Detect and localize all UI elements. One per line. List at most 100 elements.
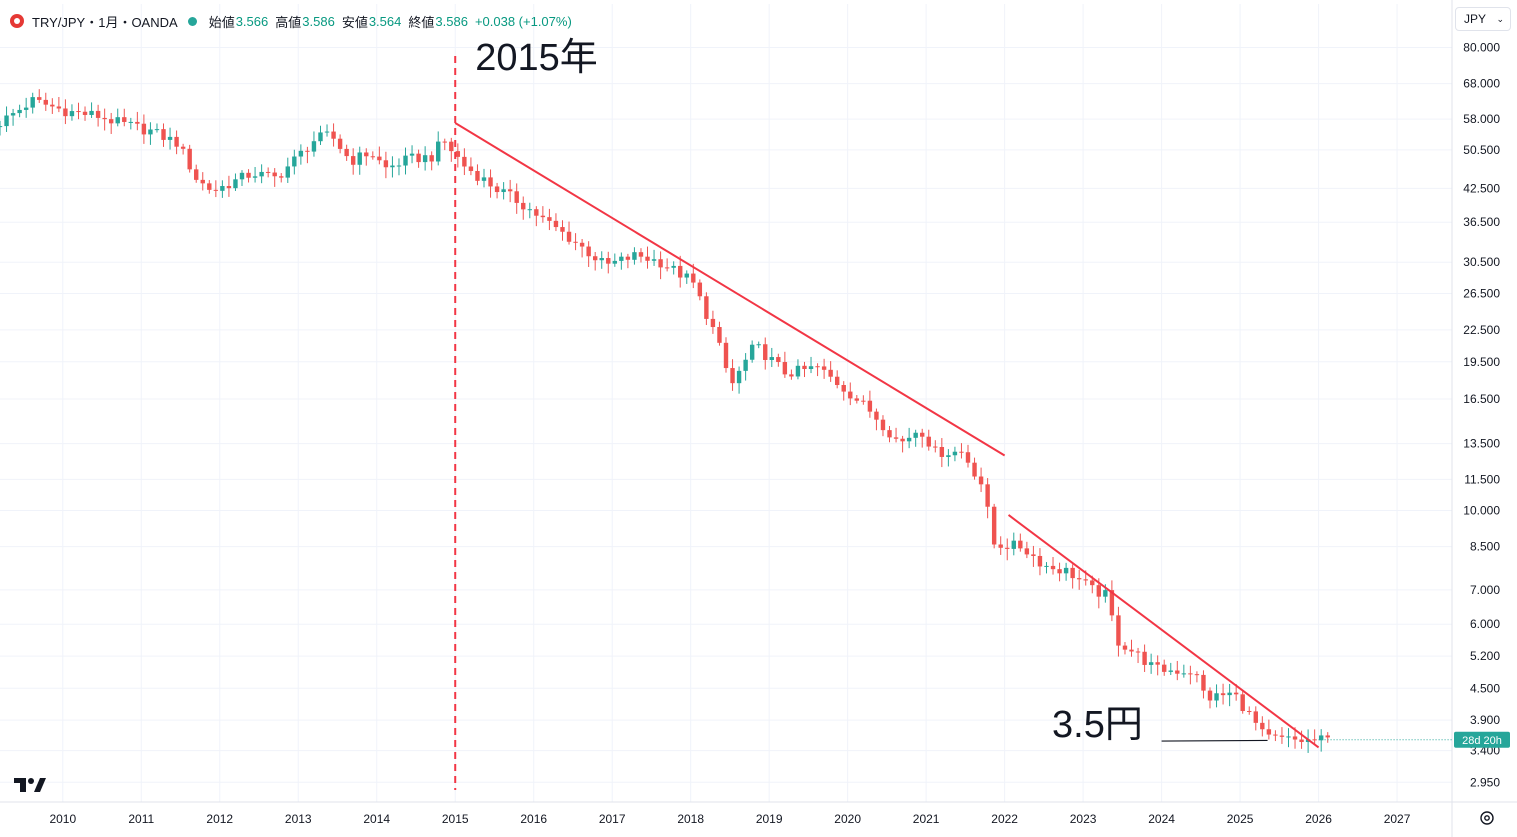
candle-body — [514, 191, 519, 203]
x-tick-label: 2019 — [756, 812, 783, 826]
year-annotation[interactable]: 2015年 — [475, 37, 598, 79]
candle-body — [540, 215, 546, 218]
candle-body — [619, 256, 624, 261]
candle-body — [1037, 555, 1043, 567]
candle-body — [259, 171, 264, 177]
candle-body — [89, 110, 94, 115]
candle-body — [1155, 662, 1160, 665]
symbol-title[interactable]: TRY/JPY・1月・OANDA — [32, 14, 178, 30]
candle-body — [959, 451, 964, 453]
settings-gear-icon[interactable] — [1478, 809, 1496, 827]
countdown-badge[interactable] — [1454, 731, 1510, 748]
candle-body — [56, 106, 62, 109]
candle-body — [1188, 673, 1193, 675]
candle-body — [926, 436, 931, 447]
candle-body — [1044, 565, 1049, 567]
price-annotation[interactable]: 3.5円 — [1052, 704, 1143, 746]
y-tick-label: 19.500 — [1463, 355, 1500, 369]
candle-body — [429, 155, 434, 162]
x-tick-label: 2015 — [442, 812, 469, 826]
currency-select-button[interactable]: JPY ⌄ — [1455, 7, 1511, 31]
x-tick-label: 2018 — [677, 812, 704, 826]
candle-body — [913, 432, 918, 438]
candle-body — [1162, 664, 1167, 672]
y-tick-label: 3.900 — [1470, 713, 1500, 727]
candle-body — [265, 171, 271, 173]
candle-body — [1076, 578, 1082, 580]
candle-body — [357, 152, 362, 165]
close-label: 終値 — [408, 14, 435, 30]
candle-body — [802, 365, 807, 370]
x-tick-label: 2012 — [206, 812, 233, 826]
candle-body — [573, 241, 578, 243]
candle-body — [1083, 579, 1088, 581]
candle-body — [383, 160, 389, 168]
candle-body — [1011, 540, 1016, 549]
candle-body — [933, 446, 938, 448]
candle-body — [1142, 651, 1147, 665]
candle-body — [82, 111, 88, 115]
candle-body — [1227, 692, 1232, 696]
candle-body — [161, 129, 166, 140]
candle-body — [69, 111, 75, 117]
candle-body — [756, 344, 761, 346]
y-tick-label: 58.000 — [1463, 112, 1500, 126]
candle-body — [952, 451, 958, 456]
candle-body — [324, 131, 330, 133]
tradingview-logo-icon[interactable] — [14, 776, 46, 794]
x-tick-label: 2025 — [1227, 812, 1254, 826]
candle-body — [684, 273, 689, 278]
candle-body — [920, 432, 925, 437]
candle-body — [678, 265, 683, 278]
y-tick-label: 5.200 — [1470, 649, 1500, 663]
countdown-label: 28d 20h — [1462, 735, 1502, 747]
candle-body — [239, 172, 245, 180]
candle-body — [344, 148, 349, 157]
x-tick-label: 2026 — [1305, 812, 1332, 826]
candle-body — [409, 153, 415, 156]
candle-body — [592, 256, 598, 261]
currency-label: JPY — [1464, 12, 1487, 26]
candle-body — [1024, 548, 1030, 555]
candle-body — [1220, 693, 1226, 696]
trendline-2022-2026[interactable] — [1007, 514, 1320, 749]
candle-body — [998, 544, 1003, 548]
candle-body — [337, 138, 343, 149]
candle-body — [488, 177, 493, 187]
x-tick-label: 2024 — [1148, 812, 1175, 826]
close-value: 3.586 — [435, 13, 468, 29]
candle-body — [37, 97, 42, 100]
candle-body — [1116, 615, 1121, 646]
candle-body — [279, 176, 284, 178]
candle-body — [861, 400, 866, 402]
x-tick-label: 2011 — [128, 812, 154, 826]
candle-body — [1207, 690, 1213, 701]
y-tick-label: 10.000 — [1463, 503, 1500, 517]
candle-body — [30, 97, 35, 108]
candle-body — [442, 141, 447, 143]
candle-body — [749, 344, 755, 360]
candle-body — [455, 151, 461, 157]
candle-body — [10, 113, 16, 116]
candle-body — [1063, 567, 1069, 574]
y-tick-label: 6.000 — [1470, 617, 1500, 631]
candle-body — [566, 231, 572, 242]
candle-body — [396, 165, 402, 167]
candle-body — [900, 438, 905, 442]
candle-body — [710, 318, 716, 328]
candle-body — [187, 148, 192, 170]
candle-body — [364, 152, 369, 157]
x-tick-label: 2017 — [599, 812, 626, 826]
candle-body — [194, 169, 199, 180]
candle-body — [1240, 694, 1245, 711]
support-line-3-5[interactable] — [1161, 739, 1268, 742]
candle-body — [1312, 739, 1317, 741]
y-tick-label: 30.500 — [1463, 255, 1500, 269]
candle-body — [23, 107, 29, 110]
candle-body — [1050, 565, 1056, 570]
candle-body — [893, 437, 899, 439]
trendline-2015-2022[interactable] — [454, 122, 1006, 457]
candle-body — [1109, 590, 1115, 616]
candle-body — [148, 129, 153, 135]
